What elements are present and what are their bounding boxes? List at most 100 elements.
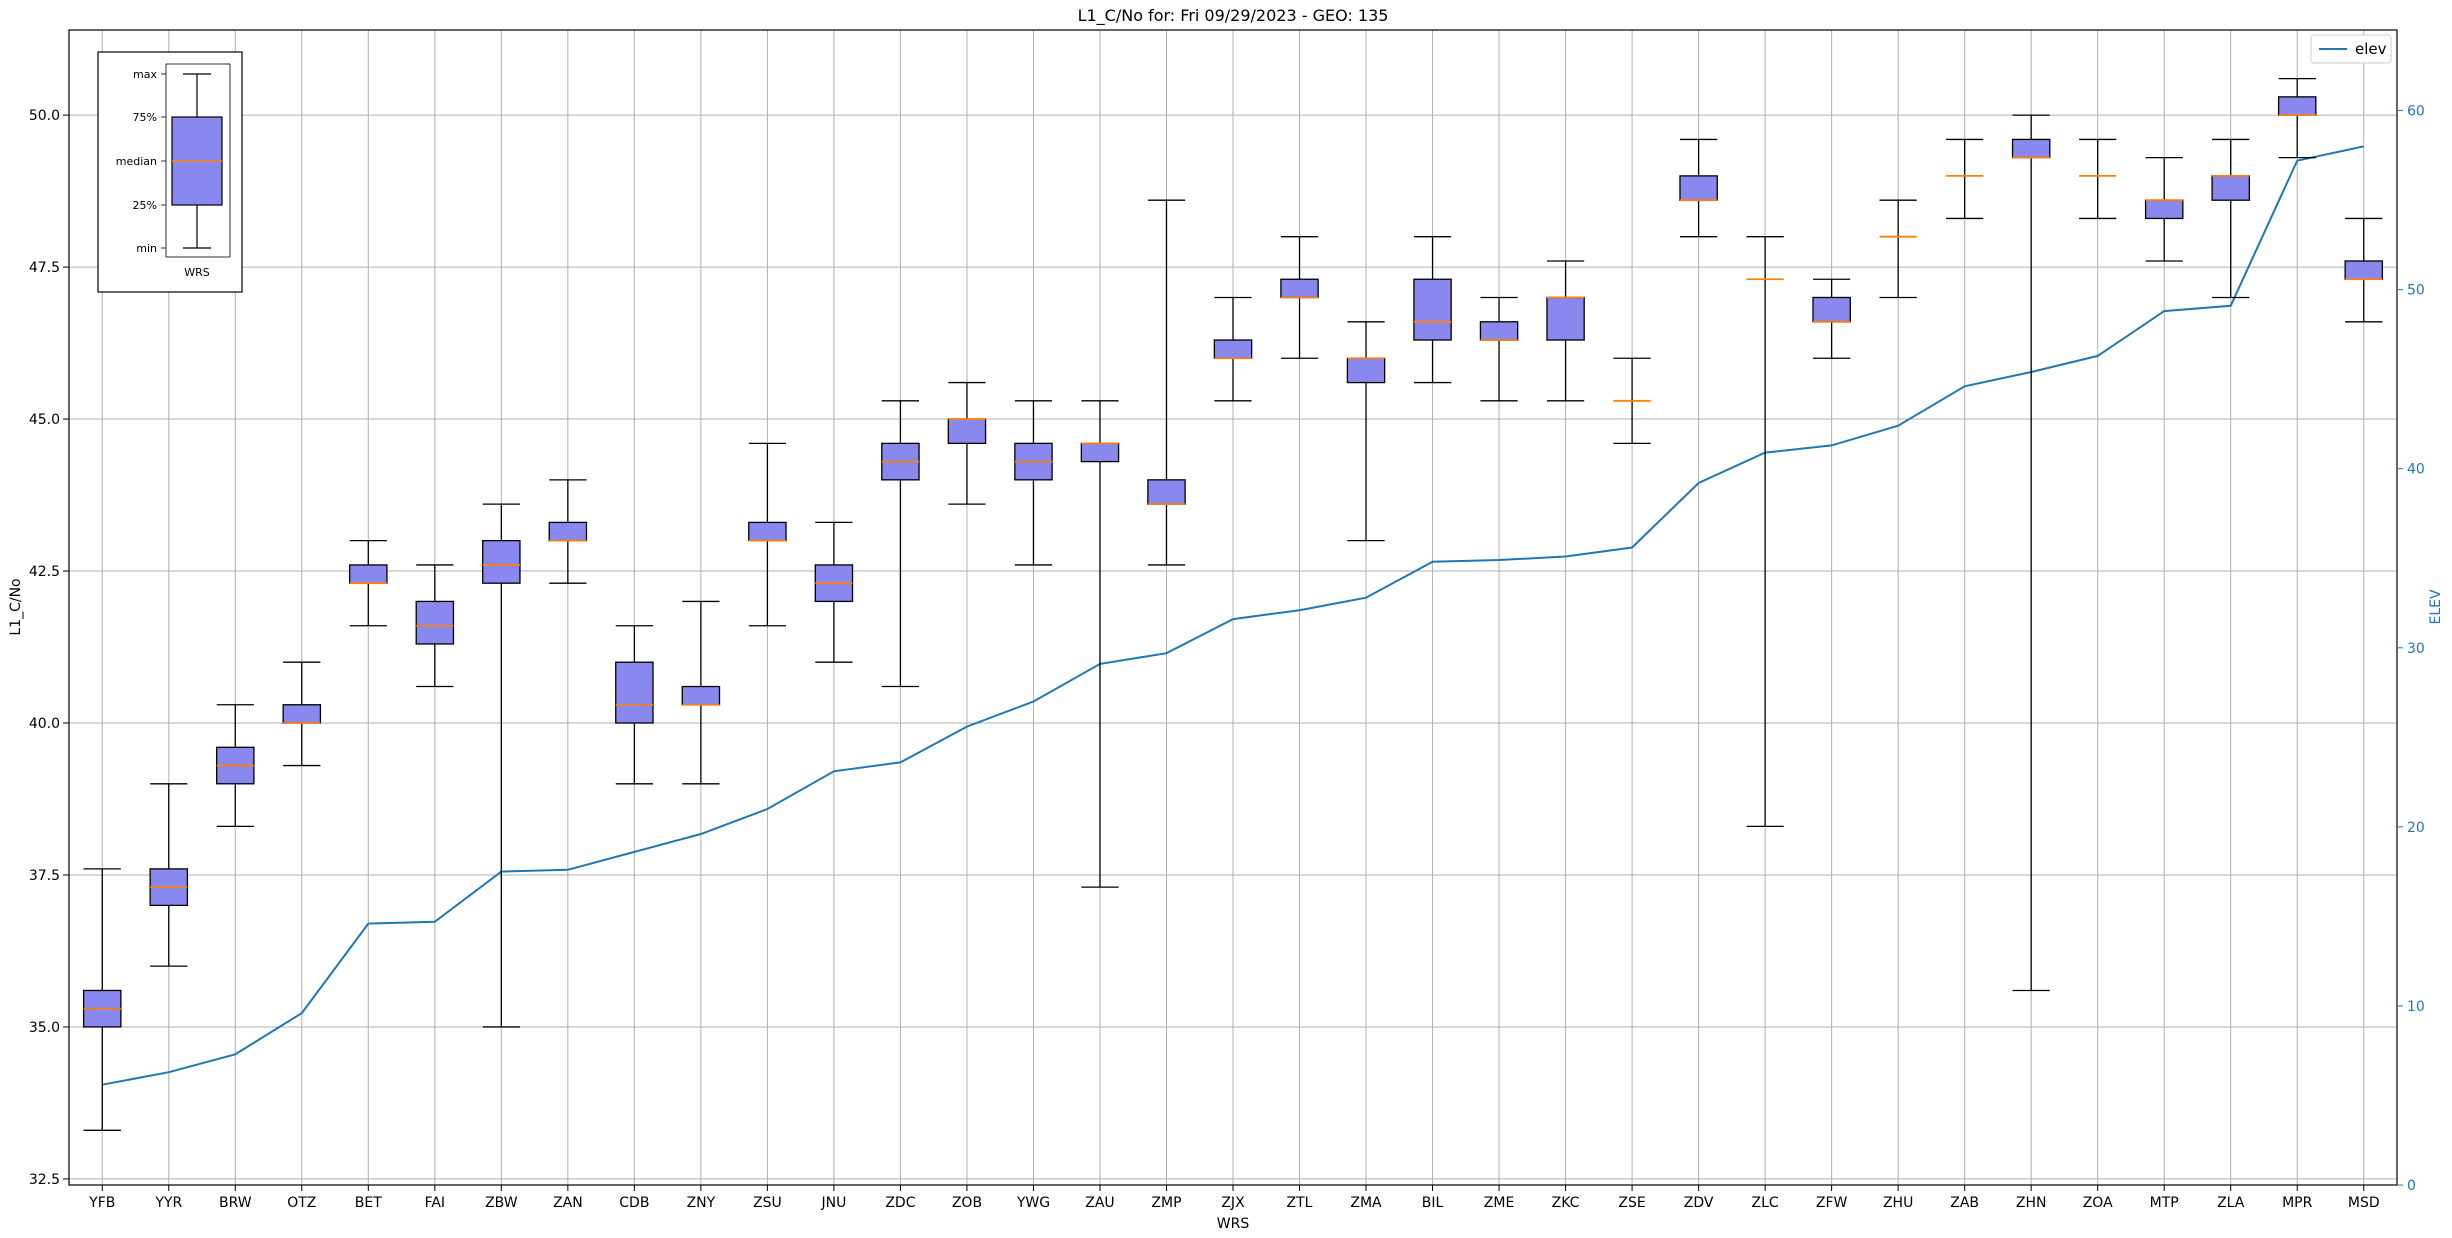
- iqr-box: [748, 521, 787, 542]
- key-label-min: min: [136, 242, 157, 255]
- box-zab: [1946, 138, 1984, 220]
- box-bet: [349, 539, 388, 627]
- x-tick-label: ZHN: [2016, 1195, 2047, 1211]
- x-tick-label: MTP: [2150, 1195, 2179, 1211]
- box-ywg: [1014, 400, 1053, 566]
- box-zma: [1346, 321, 1386, 542]
- x-axis-label: WRS: [1217, 1216, 1250, 1232]
- iqr-box: [482, 539, 521, 584]
- y2-tick-label: 10: [2407, 999, 2425, 1015]
- y2-tick-label: 40: [2407, 462, 2425, 478]
- box-zdv: [1679, 138, 1718, 238]
- y2-tick-label: 60: [2407, 104, 2425, 120]
- legend: elev: [2310, 34, 2392, 64]
- box-cdb: [615, 625, 654, 785]
- y-tick-label: 37.5: [29, 868, 60, 884]
- x-tick-label: ZOB: [952, 1195, 982, 1211]
- y2-axis-label: ELEV: [2428, 589, 2444, 624]
- iqr-box: [2011, 138, 2051, 159]
- x-tick-label: CDB: [619, 1195, 649, 1211]
- box-zse: [1613, 357, 1651, 445]
- key-label-q1: 25%: [133, 199, 157, 212]
- y-tick-label: 35.0: [29, 1020, 60, 1036]
- x-tick-label: ZSE: [1618, 1195, 1645, 1211]
- y-tick-label: 42.5: [29, 564, 60, 580]
- x-tick-label: BRW: [219, 1195, 252, 1211]
- iqr-box: [415, 600, 455, 645]
- iqr-box: [1679, 175, 1718, 201]
- x-tick-label: OTZ: [287, 1195, 316, 1211]
- box-yfb: [82, 868, 122, 1131]
- x-tick-label: ZBW: [485, 1195, 518, 1211]
- y-tick-label: 32.5: [29, 1172, 60, 1188]
- box-zny: [681, 600, 721, 785]
- x-tick-label: ZFW: [1816, 1195, 1848, 1211]
- x-tick-label: ZMA: [1350, 1195, 1382, 1211]
- x-tick-label: BET: [355, 1195, 382, 1211]
- x-tick-label: ZDC: [885, 1195, 915, 1211]
- iqr-box: [2211, 175, 2250, 201]
- box-zdc: [881, 400, 920, 688]
- box-zmp: [1147, 199, 1186, 566]
- legend-frame: [2310, 34, 2392, 64]
- x-tick-label: ZLC: [1752, 1195, 1779, 1211]
- x-tick-label: ZTL: [1287, 1195, 1313, 1211]
- iqr-box: [548, 521, 588, 542]
- x-tick-label: ZNY: [687, 1195, 716, 1211]
- iqr-box: [2344, 260, 2384, 280]
- iqr-box: [2144, 199, 2184, 220]
- elev-line: [102, 145, 2364, 1086]
- x-tick-label: ZHU: [1883, 1195, 1913, 1211]
- iqr-box: [1280, 278, 1319, 299]
- box-zau: [1080, 400, 1120, 888]
- box-ztl: [1280, 236, 1319, 359]
- elev-layer: [102, 145, 2364, 1086]
- y-tick-label: 50.0: [29, 108, 60, 124]
- x-tick-label: ZMP: [1151, 1195, 1181, 1211]
- iqr-box: [947, 418, 987, 445]
- legend-elev-label: elev: [2355, 40, 2387, 58]
- boxes: [82, 77, 2384, 1131]
- box-zan: [548, 479, 588, 584]
- y2-tick-label: 0: [2407, 1178, 2416, 1194]
- box-zfw: [1812, 278, 1851, 359]
- iqr-box: [615, 661, 654, 724]
- box-otz: [282, 661, 322, 767]
- x-tick-label: ZAB: [1950, 1195, 1979, 1211]
- x-tick-label: ZJX: [1221, 1195, 1245, 1211]
- box-fai: [415, 564, 455, 688]
- x-tick-label: ZLA: [2217, 1195, 2245, 1211]
- chart-title: L1_C/No for: Fri 09/29/2023 - GEO: 135: [1078, 6, 1389, 26]
- x-tick-label: ZOA: [2083, 1195, 2113, 1211]
- y2-tick-label: 30: [2407, 641, 2425, 657]
- iqr-box: [1812, 296, 1851, 323]
- box-zkc: [1546, 260, 1585, 402]
- x-tick-label: ZKC: [1552, 1195, 1580, 1211]
- box-mpr: [2277, 77, 2317, 159]
- x-tick-label: YFB: [88, 1195, 115, 1211]
- y-tick-label: 40.0: [29, 716, 60, 732]
- box-brw: [216, 704, 255, 827]
- key-label-median: median: [116, 155, 157, 168]
- x-tick-label: YYR: [154, 1195, 182, 1211]
- box-zob: [947, 381, 987, 505]
- iqr-box: [1346, 357, 1386, 384]
- box-zla: [2211, 138, 2250, 299]
- y-tick-label: 47.5: [29, 260, 60, 276]
- box-zhn: [2011, 114, 2051, 992]
- iqr-box: [1413, 278, 1452, 341]
- box-bil: [1413, 236, 1452, 384]
- key-label-max: max: [133, 68, 157, 81]
- box-zoa: [2079, 138, 2117, 220]
- x-tick-label: JNU: [820, 1195, 846, 1211]
- y2-tick-label: 20: [2407, 820, 2425, 836]
- iqr-box: [2277, 96, 2317, 116]
- box-zlc: [1746, 236, 1784, 827]
- x-tick-label: ZAN: [553, 1195, 583, 1211]
- box-mtp: [2144, 157, 2184, 262]
- iqr-box: [282, 704, 322, 724]
- x-tick-label: ZDV: [1684, 1195, 1714, 1211]
- iqr-box: [349, 564, 388, 584]
- x-tick-label: ZME: [1484, 1195, 1515, 1211]
